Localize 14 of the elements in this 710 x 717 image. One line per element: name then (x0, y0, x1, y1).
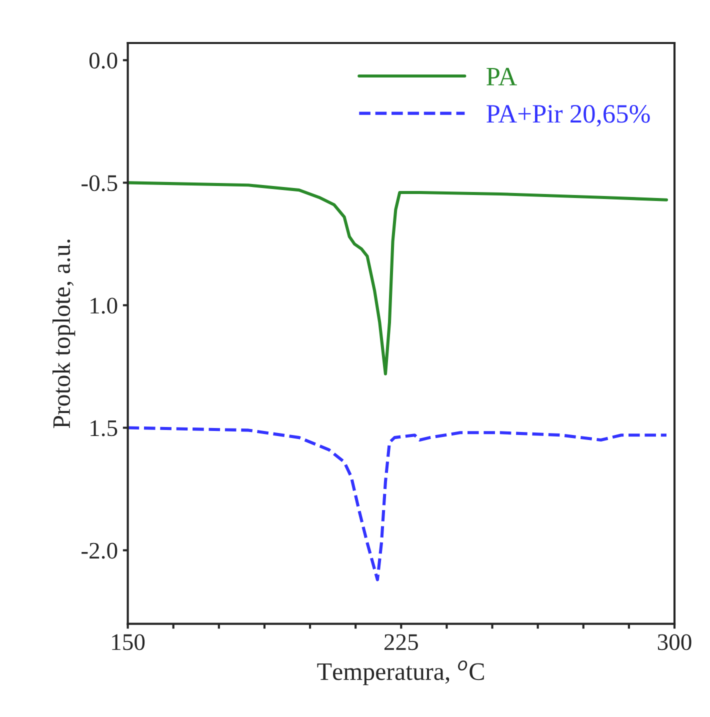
x-tick-label: 300 (658, 634, 692, 650)
y-tick-label: 1.5 (90, 420, 118, 436)
line-series (128, 426, 668, 582)
y-tick-label: 0.0 (89, 52, 118, 69)
y-tick-label: -0.5 (82, 175, 118, 192)
y-axis-title: Protok toplote, a.u. (52, 240, 76, 428)
x-tick-label: 150 (112, 634, 145, 650)
y-tick-label: -2.0 (82, 542, 118, 559)
legend-label: PA+Pir 20,65% (486, 104, 650, 127)
legend-label: PA (486, 68, 517, 86)
line-series (128, 181, 668, 376)
y-tick-label: 1.0 (90, 298, 118, 314)
x-tick-label: 225 (384, 634, 418, 650)
x-axis-title: Temperatura, $^{o}$C (317, 660, 484, 686)
